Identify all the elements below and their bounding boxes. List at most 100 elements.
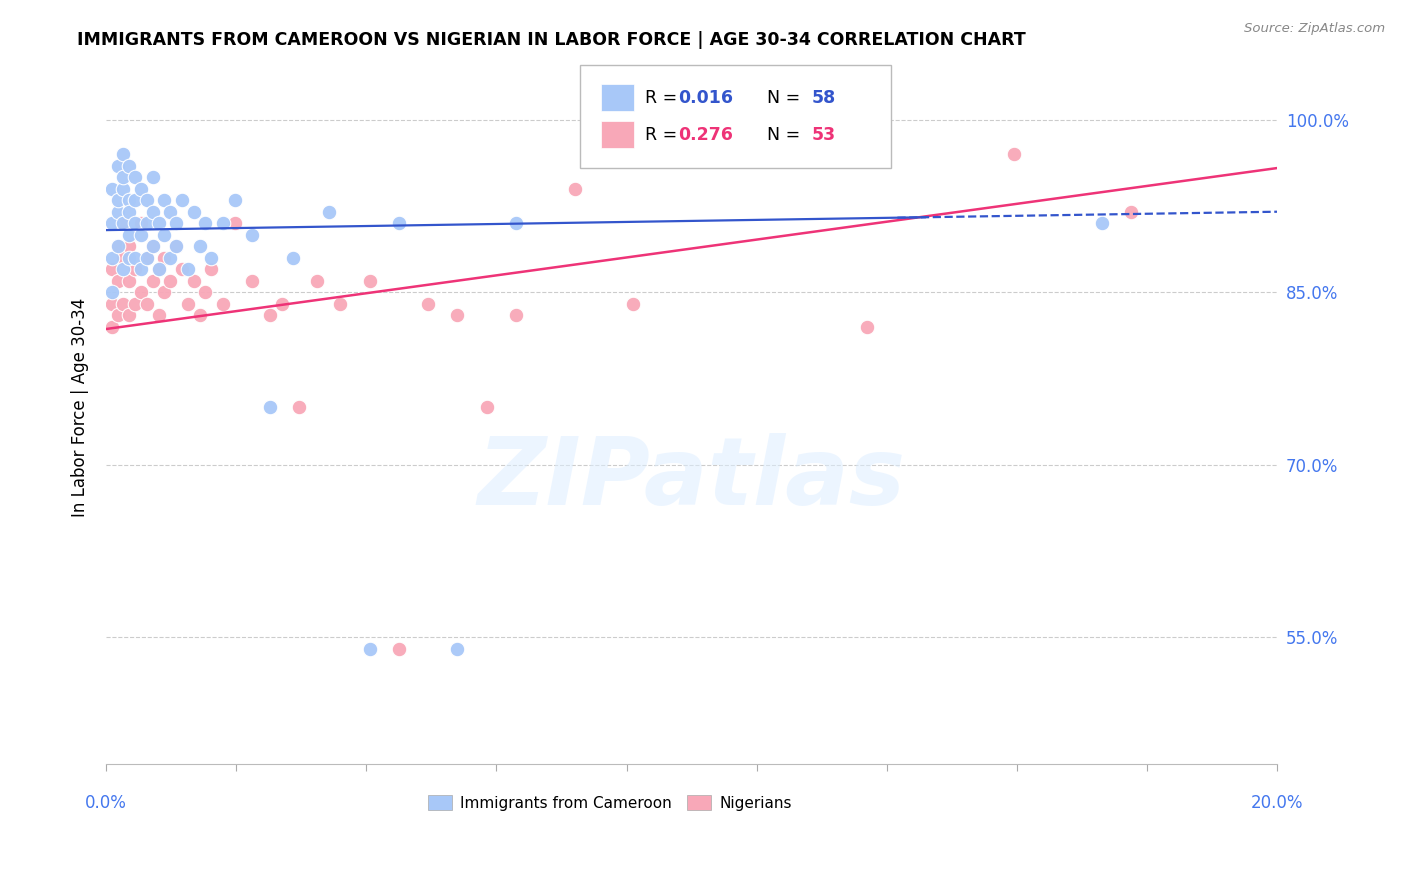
Point xyxy=(240,227,263,242)
Point xyxy=(446,308,468,322)
Point xyxy=(359,274,381,288)
Point xyxy=(100,319,122,334)
Point xyxy=(118,204,141,219)
Point xyxy=(170,193,193,207)
Point xyxy=(621,147,644,161)
Point xyxy=(177,297,200,311)
Point xyxy=(107,308,129,322)
Point xyxy=(124,251,146,265)
Point xyxy=(135,251,157,265)
Point xyxy=(107,274,129,288)
Point xyxy=(148,308,170,322)
Text: 0.0%: 0.0% xyxy=(84,795,127,813)
Text: Source: ZipAtlas.com: Source: ZipAtlas.com xyxy=(1244,22,1385,36)
Point xyxy=(129,285,152,300)
Point xyxy=(159,274,181,288)
Point xyxy=(107,239,129,253)
Point xyxy=(224,193,246,207)
Point xyxy=(564,182,586,196)
Point xyxy=(112,251,135,265)
Point xyxy=(165,216,187,230)
Point xyxy=(142,239,165,253)
Point xyxy=(212,297,235,311)
Point xyxy=(112,182,135,196)
FancyBboxPatch shape xyxy=(602,84,634,112)
Point xyxy=(259,401,281,415)
Point xyxy=(107,159,129,173)
Point xyxy=(118,239,141,253)
Point xyxy=(135,216,157,230)
Point xyxy=(124,262,146,277)
Point xyxy=(183,274,205,288)
Point xyxy=(856,319,879,334)
Point xyxy=(153,285,176,300)
Point xyxy=(681,147,703,161)
Point xyxy=(100,251,122,265)
Point xyxy=(100,285,122,300)
Point xyxy=(200,262,222,277)
Point xyxy=(118,159,141,173)
Point xyxy=(112,216,135,230)
Point xyxy=(621,297,644,311)
Point xyxy=(388,216,411,230)
Point xyxy=(188,239,211,253)
Text: 0.016: 0.016 xyxy=(678,88,733,107)
Point xyxy=(107,239,129,253)
Point xyxy=(170,262,193,277)
Point xyxy=(1091,216,1114,230)
Point xyxy=(1119,204,1142,219)
Point xyxy=(100,216,122,230)
Point xyxy=(148,262,170,277)
Point xyxy=(224,216,246,230)
Point xyxy=(740,147,762,161)
Point xyxy=(416,297,439,311)
Text: IMMIGRANTS FROM CAMEROON VS NIGERIAN IN LABOR FORCE | AGE 30-34 CORRELATION CHAR: IMMIGRANTS FROM CAMEROON VS NIGERIAN IN … xyxy=(77,31,1026,49)
Point xyxy=(388,641,411,656)
Text: 53: 53 xyxy=(811,126,835,144)
Point xyxy=(118,308,141,322)
Point xyxy=(124,216,146,230)
Point xyxy=(200,251,222,265)
Point xyxy=(142,204,165,219)
Point xyxy=(124,170,146,185)
Point xyxy=(129,262,152,277)
Point xyxy=(446,641,468,656)
Point xyxy=(505,308,527,322)
Point xyxy=(107,193,129,207)
Point xyxy=(153,251,176,265)
Text: R =: R = xyxy=(645,88,682,107)
Point xyxy=(305,274,328,288)
Point xyxy=(135,193,157,207)
Point xyxy=(100,297,122,311)
Point xyxy=(100,262,122,277)
Text: ZIPatlas: ZIPatlas xyxy=(478,433,905,524)
Point xyxy=(142,239,165,253)
Point xyxy=(740,147,762,161)
Point xyxy=(283,251,305,265)
Point xyxy=(118,251,141,265)
Text: 20.0%: 20.0% xyxy=(1251,795,1303,813)
Point xyxy=(159,204,181,219)
Point xyxy=(129,227,152,242)
Point xyxy=(1002,147,1025,161)
Text: 0.276: 0.276 xyxy=(678,126,733,144)
Point xyxy=(505,216,527,230)
Point xyxy=(129,216,152,230)
Point xyxy=(188,308,211,322)
Point xyxy=(100,182,122,196)
Point xyxy=(135,297,157,311)
Text: N =: N = xyxy=(756,126,806,144)
Y-axis label: In Labor Force | Age 30-34: In Labor Force | Age 30-34 xyxy=(72,298,89,516)
Text: R =: R = xyxy=(645,126,682,144)
Point xyxy=(194,216,217,230)
Point xyxy=(112,147,135,161)
Point xyxy=(118,274,141,288)
Point xyxy=(112,216,135,230)
FancyBboxPatch shape xyxy=(602,121,634,148)
Point xyxy=(212,216,235,230)
Point xyxy=(153,193,176,207)
Legend: Immigrants from Cameroon, Nigerians: Immigrants from Cameroon, Nigerians xyxy=(422,789,797,817)
Point xyxy=(112,297,135,311)
Point xyxy=(148,216,170,230)
Point xyxy=(118,193,141,207)
